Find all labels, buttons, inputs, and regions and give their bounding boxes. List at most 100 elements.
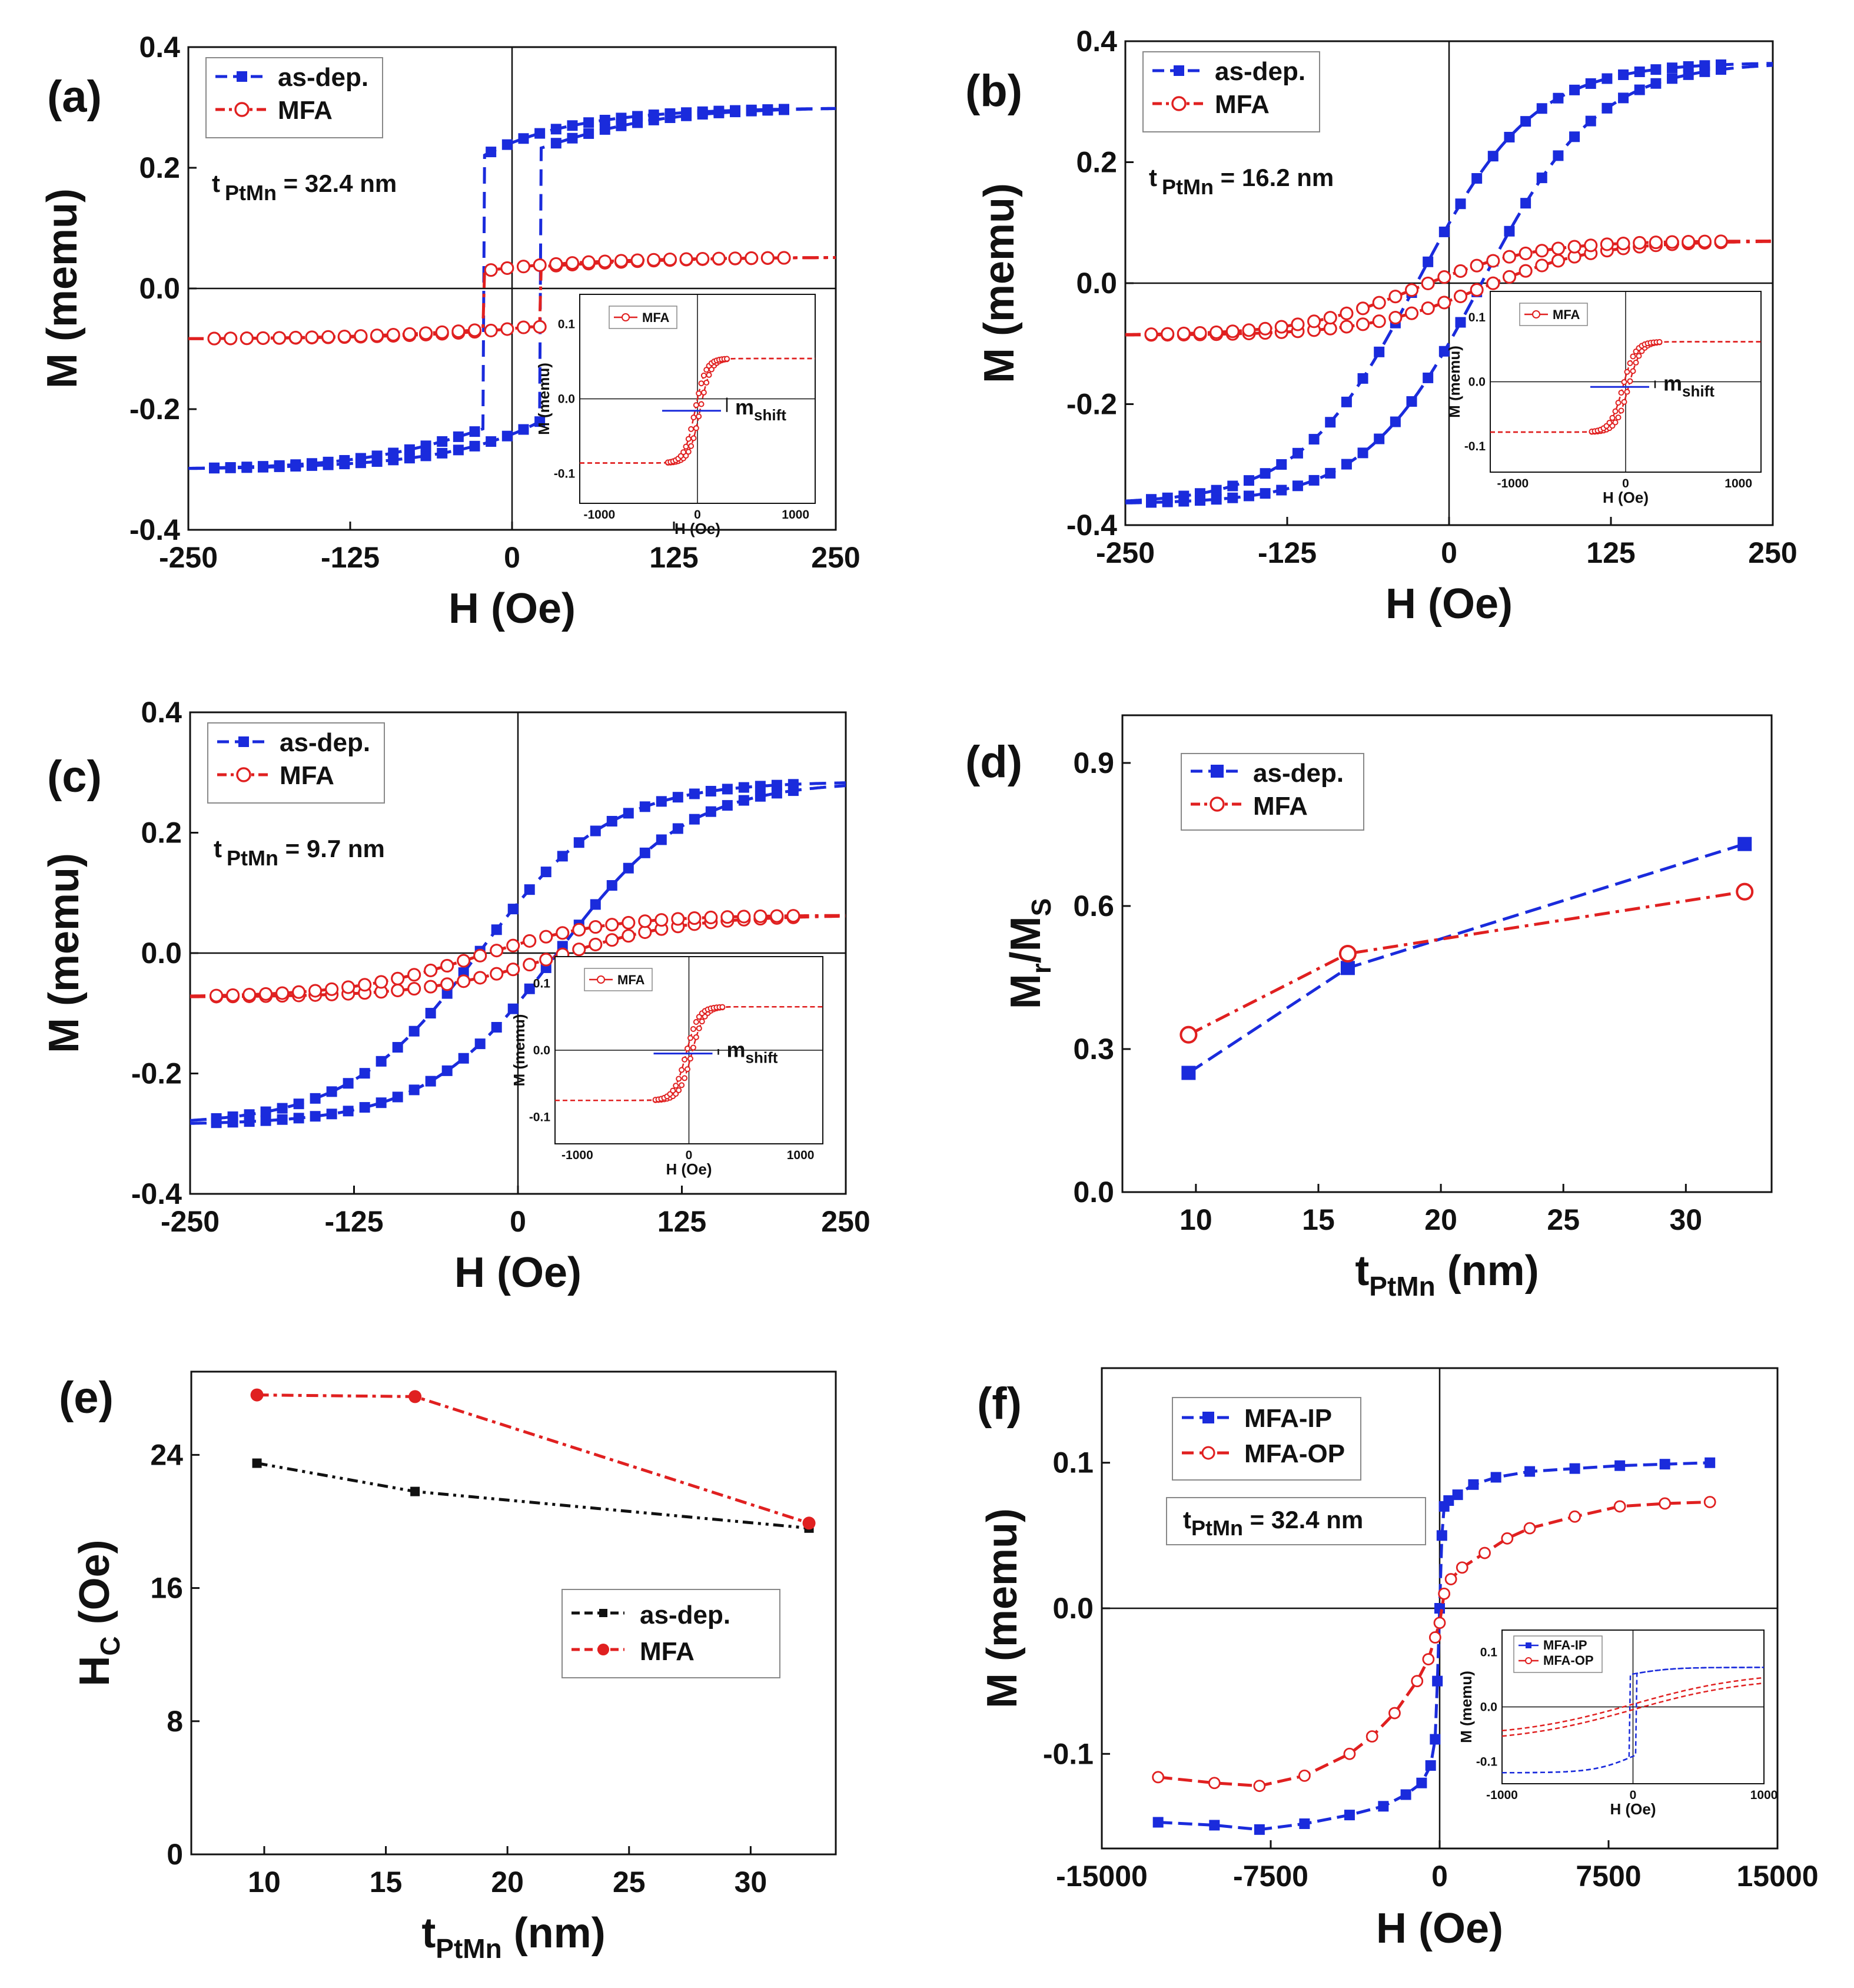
data-point-mfa	[572, 942, 586, 957]
inset-data-point	[1621, 399, 1627, 405]
data-point-mfa	[1697, 234, 1712, 248]
data-point-as-dep	[343, 1078, 354, 1089]
data-point-as-dep	[1423, 256, 1434, 267]
data-point-mfa	[1340, 306, 1354, 320]
data-point-as-dep	[1276, 484, 1287, 496]
legend-box	[1172, 1397, 1361, 1481]
thickness-annotation: t PtMn = 9.7 nm	[214, 835, 385, 870]
data-point-mfa	[605, 933, 619, 947]
data-point-as-dep	[1634, 66, 1645, 77]
data-point-as-dep	[1325, 467, 1336, 479]
mshift-subscript: shift	[746, 1049, 778, 1067]
data-point-as-dep	[437, 447, 448, 459]
inset-data-point	[670, 1087, 676, 1094]
data-point-mfa	[305, 330, 319, 344]
data-point-as-dep	[388, 447, 399, 459]
x-tick-label: 25	[613, 1866, 646, 1899]
series-line-as-dep	[1188, 842, 1745, 1074]
data-point-mfa	[1144, 327, 1158, 341]
annotation-main: t	[212, 170, 220, 197]
inset-y-tick-label: -0.1	[1464, 440, 1486, 453]
data-point-as-dep	[211, 1113, 222, 1124]
data-point-as-dep	[672, 823, 683, 834]
data-point-as-dep	[656, 834, 667, 845]
x-axis-label: H (Oe)	[448, 585, 576, 632]
data-point-as-dep	[1716, 59, 1726, 70]
data-point-mfa	[1567, 240, 1581, 254]
x-tick-label: 10	[1179, 1203, 1212, 1236]
data-point-as-dep	[1243, 475, 1254, 486]
legend-marker	[599, 1609, 607, 1617]
inset-data-point	[724, 356, 730, 362]
inset-legend-marker	[1532, 310, 1540, 318]
data-point-mfa	[424, 963, 438, 978]
inset-data-point	[688, 426, 695, 432]
data-point-as-dep	[306, 458, 317, 469]
data-point-as-dep	[713, 105, 725, 117]
data-point-mfa	[1388, 310, 1403, 325]
data-point-as-dep	[227, 1111, 238, 1123]
panel-label: (a)	[47, 72, 102, 122]
data-point-mfa	[737, 910, 751, 924]
panel-b: (b) -250 -125 0 125 250 -0.4 -0.2 0.0 0.2 0.4 as-de…	[965, 25, 1797, 628]
x-tick-label: -250	[161, 1205, 220, 1238]
inset-x-tick-label: 0	[1622, 477, 1629, 490]
data-point-mfa	[288, 330, 303, 344]
data-point-mfa	[704, 910, 718, 925]
data-point-as-dep	[1618, 92, 1629, 104]
data-point-as-dep	[623, 808, 634, 819]
data-point-mfa	[638, 925, 652, 940]
data-point-mfa	[1616, 237, 1630, 251]
inset-x-tick-label: -1000	[583, 508, 615, 522]
data-point-mfa	[1584, 238, 1598, 253]
inset-c: -1000 0 1000 -0.1 0.0 0.1 H (Oe) M (memu) MFA msh…	[510, 956, 823, 1178]
inset-y-tick-label: 0.1	[558, 318, 576, 331]
inset-data-point	[700, 389, 707, 396]
y-tick-label: 0.4	[1076, 25, 1117, 58]
y-tick-label: 24	[150, 1438, 183, 1471]
data-point-mfa	[1470, 258, 1484, 273]
data-point-as-dep	[599, 114, 610, 125]
inset-a: -1000 0 1000 -0.1 0.0 0.1 H (Oe) M (memu) MFA msh…	[535, 294, 816, 537]
x-tick-label: 0	[504, 541, 520, 574]
x-axis-label: H (Oe)	[1376, 1905, 1503, 1952]
y-tick-label: 16	[150, 1572, 183, 1605]
data-point-as-dep	[257, 461, 268, 472]
inset-x-tick-label: -1000	[1497, 477, 1529, 490]
data-point-as-dep	[1292, 447, 1303, 459]
y-tick-label: 0.0	[1052, 1592, 1094, 1625]
data-point-mfa	[1291, 317, 1305, 331]
data-point-as-dep	[277, 1103, 288, 1114]
data-point-mfa	[391, 971, 405, 985]
y-tick-label: 0.2	[1076, 146, 1117, 179]
data-point-as-dep	[623, 862, 634, 874]
annotation-value: = 16.2 nm	[1214, 164, 1334, 191]
legend-label: MFA	[640, 1637, 695, 1666]
annotation-subscript: PtMn	[1162, 175, 1214, 199]
data-point-mfa	[1665, 235, 1679, 249]
inset-series-line	[555, 1005, 823, 1101]
data-point	[1569, 1510, 1581, 1523]
inset-legend-marker	[1526, 1642, 1531, 1648]
data-point	[1365, 1730, 1378, 1743]
data-point-as-dep	[425, 1008, 436, 1019]
inset-data-point	[696, 390, 702, 397]
data-point-as-dep	[458, 1053, 469, 1064]
data-point-as-dep	[507, 904, 519, 915]
y-tick-label: 0.4	[139, 31, 180, 64]
inset-data-point	[698, 401, 705, 407]
data-point-as-dep	[639, 847, 650, 858]
inset-y-axis-label: M (memu)	[1457, 1671, 1475, 1743]
data-point	[1659, 1497, 1672, 1510]
data-point-as-dep	[1520, 198, 1531, 209]
legend-box	[561, 1589, 780, 1678]
y-tick-label: 0.3	[1073, 1033, 1114, 1066]
data-point-mfa	[1388, 290, 1403, 304]
x-tick-label: 250	[1748, 536, 1797, 569]
data-point	[1737, 837, 1752, 851]
data-point-as-dep	[1276, 459, 1287, 470]
inset-y-axis-label: M (memu)	[1446, 346, 1463, 418]
data-point-as-dep	[486, 436, 497, 447]
inset-x-tick-label: 1000	[1750, 1788, 1778, 1802]
inset-data-point	[683, 443, 689, 450]
